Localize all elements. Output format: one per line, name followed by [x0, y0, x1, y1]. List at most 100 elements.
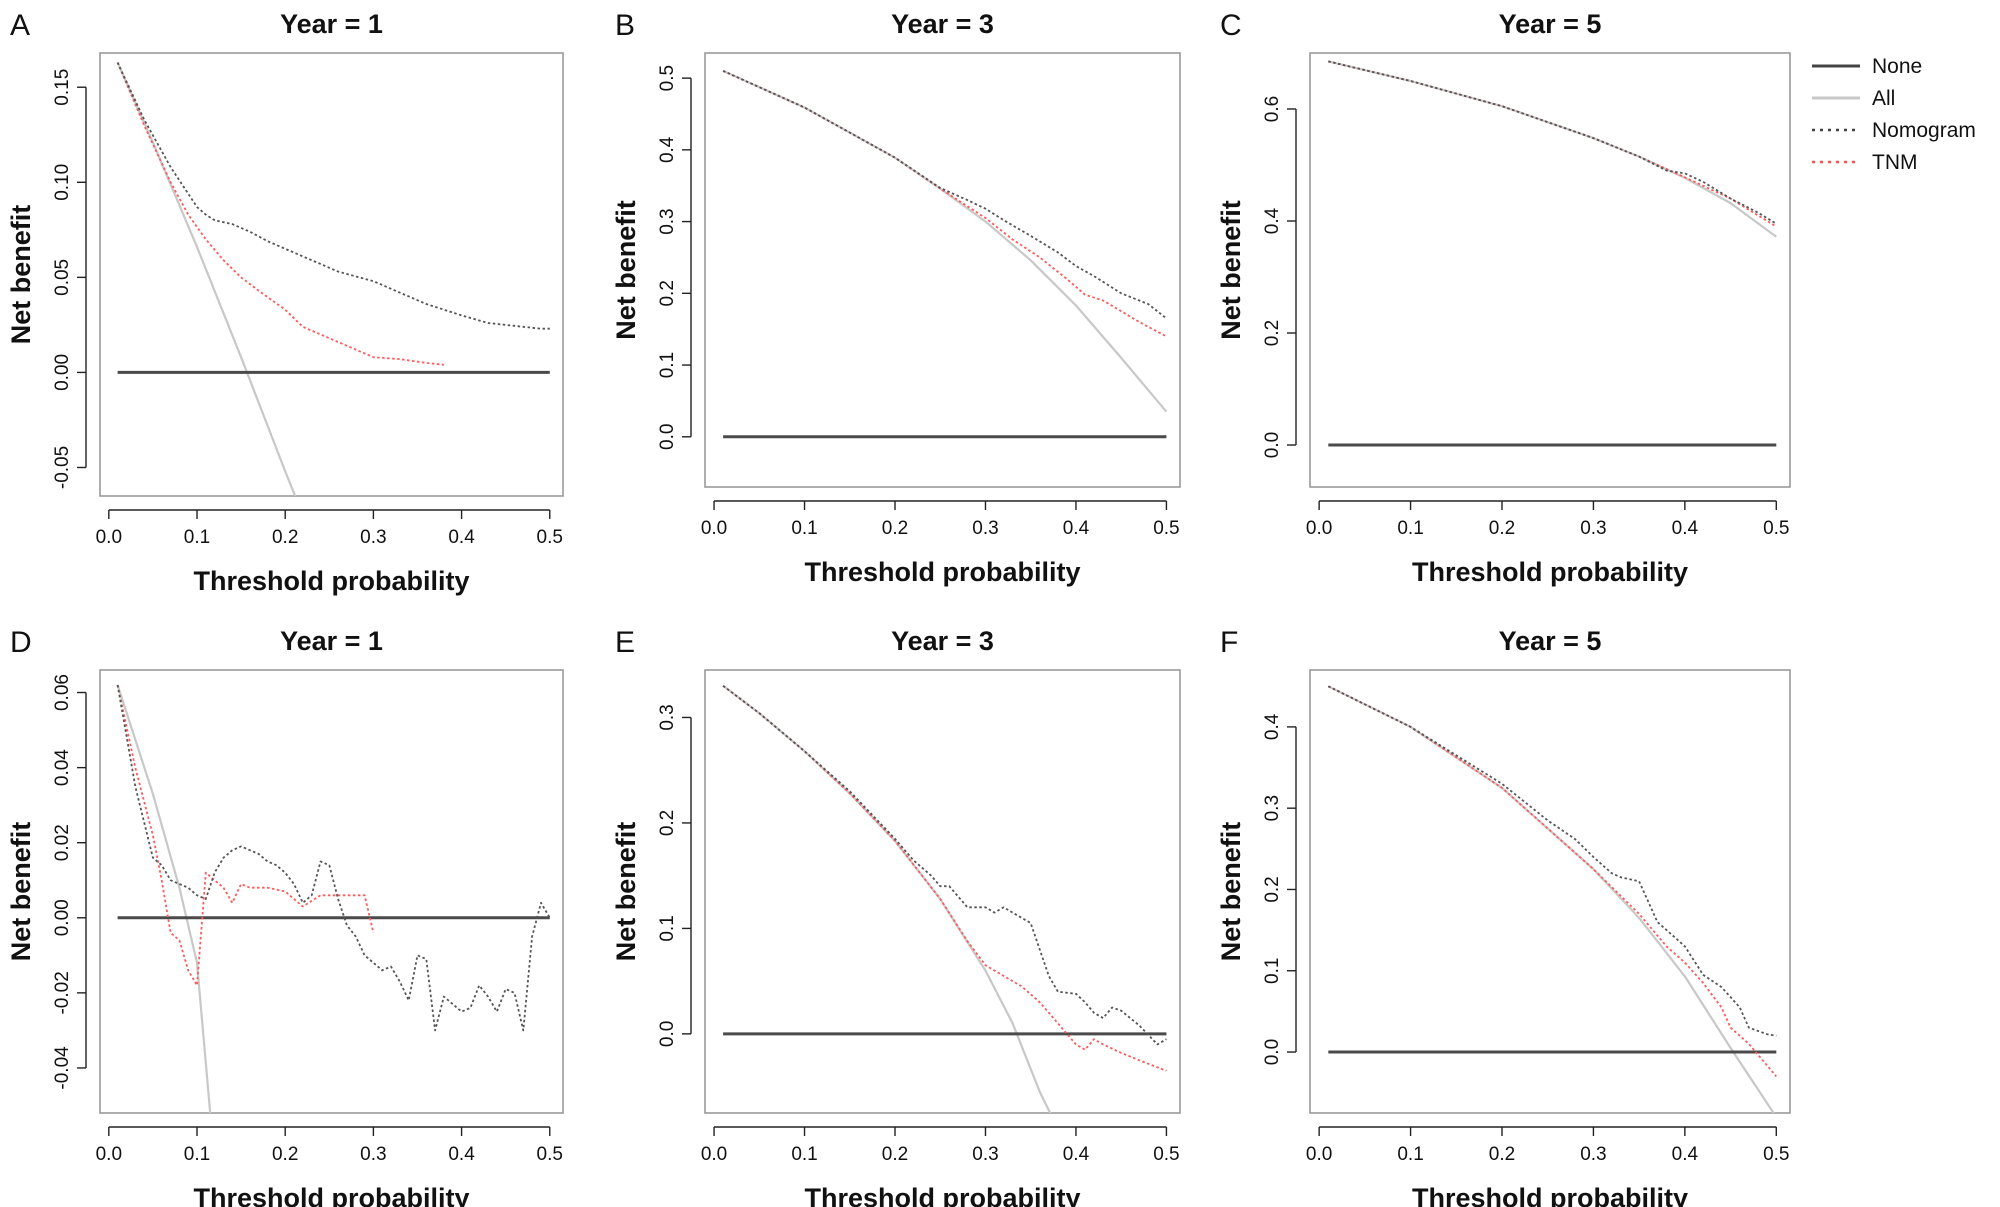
plot-frame [99, 669, 564, 1114]
x-tick-label: 0.1 [791, 1144, 817, 1165]
series-line-all [116, 684, 212, 1113]
y-tick-label: 0.0 [1262, 432, 1283, 458]
series-line-tnm [1328, 60, 1777, 228]
legend-label: Nomogram [1872, 119, 1976, 142]
x-tick-label: 0.3 [360, 527, 386, 548]
legend-item-all: All [1812, 87, 1895, 110]
x-tick-label: 0.4 [448, 1144, 475, 1165]
series-line-all [722, 684, 1052, 1113]
x-tick-label: 0.3 [360, 1144, 386, 1165]
x-tick-label: 0.1 [184, 527, 210, 548]
x-tick-label: 0.0 [1306, 1144, 1332, 1165]
legend: None All Nomogram TNM [1812, 55, 1976, 174]
x-tick-label: 0.5 [1763, 1144, 1789, 1165]
x-tick-label: 0.5 [537, 1144, 563, 1165]
x-tick-label: 0.2 [1489, 518, 1515, 539]
y-tick-label: 0.3 [1262, 795, 1283, 821]
panel-title: Year = 5 [1499, 9, 1602, 39]
x-tick-label: 0.1 [791, 518, 817, 539]
legend-label: All [1872, 87, 1895, 110]
legend-item-none: None [1812, 55, 1922, 78]
panel-letter: D [10, 626, 32, 659]
y-tick-label: -0.04 [52, 1046, 73, 1090]
series-group [722, 69, 1168, 439]
y-tick-label: 0.2 [657, 810, 678, 836]
y-axis-title: Net benefit [1216, 822, 1246, 962]
x-axis-title: Threshold probability [804, 1183, 1080, 1207]
series-group [116, 684, 551, 1113]
legend-label: TNM [1872, 151, 1918, 174]
y-tick-label: 0.3 [657, 208, 678, 234]
plot-frame [1309, 669, 1791, 1114]
series-line-tnm [1327, 685, 1777, 1077]
x-axis-title: Threshold probability [1412, 1183, 1688, 1207]
x-tick-label: 0.3 [1580, 518, 1606, 539]
y-tick-label: 0.2 [657, 280, 678, 306]
x-tick-label: 0.5 [1153, 518, 1179, 539]
panel-title: Year = 1 [280, 9, 383, 39]
y-tick-label: 0.4 [1262, 207, 1283, 234]
y-tick-label: 0.10 [52, 164, 73, 201]
x-tick-label: 0.5 [1153, 1144, 1179, 1165]
y-tick-label: 0.5 [657, 65, 678, 91]
x-tick-label: 0.4 [1672, 518, 1699, 539]
x-tick-label: 0.0 [701, 518, 727, 539]
x-tick-label: 0.3 [1580, 1144, 1606, 1165]
panel-letter: A [10, 9, 30, 42]
y-tick-label: 0.6 [1262, 96, 1283, 122]
panel-title: Year = 5 [1499, 626, 1602, 656]
x-tick-label: 0.1 [1397, 518, 1423, 539]
y-axis-title: Net benefit [6, 205, 36, 345]
y-tick-label: 0.2 [1262, 320, 1283, 346]
x-axis-title: Threshold probability [193, 1183, 469, 1207]
series-group [1328, 60, 1777, 447]
x-tick-label: 0.1 [1397, 1144, 1423, 1165]
series-group [1327, 685, 1777, 1113]
panel-title: Year = 1 [280, 626, 383, 656]
series-line-nomogram [1327, 685, 1777, 1037]
y-axis-title: Net benefit [611, 822, 641, 962]
panel-title: Year = 3 [891, 9, 994, 39]
y-tick-label: 0.4 [1262, 713, 1283, 740]
y-axis-title: Net benefit [6, 822, 36, 962]
y-tick-label: 0.0 [1262, 1039, 1283, 1065]
plot-frame [704, 669, 1181, 1114]
x-tick-label: 0.2 [882, 1144, 908, 1165]
x-tick-label: 0.3 [972, 1144, 998, 1165]
x-tick-label: 0.5 [537, 527, 563, 548]
x-tick-label: 0.2 [882, 518, 908, 539]
x-tick-label: 0.0 [1306, 518, 1332, 539]
y-tick-label: 0.15 [52, 69, 73, 106]
x-tick-label: 0.1 [184, 1144, 210, 1165]
plot-frame [1309, 52, 1791, 488]
x-tick-label: 0.2 [272, 527, 298, 548]
series-line-nomogram [116, 62, 550, 330]
panel-letter: B [615, 9, 635, 42]
plot-frame [704, 52, 1181, 488]
series-line-all [722, 69, 1168, 413]
series-line-tnm [722, 685, 1167, 1072]
y-tick-label: 0.2 [1262, 876, 1283, 902]
y-axis-title: Net benefit [1216, 200, 1246, 340]
legend-item-nomogram: Nomogram [1812, 119, 1976, 142]
panel-a: 0.0 0.1 0.2 0.3 0.4 0.5 -0.05 0.00 0.05 0.10 0.15 T… [6, 9, 564, 596]
series-group [116, 62, 550, 496]
series-line-tnm [722, 70, 1167, 338]
x-tick-label: 0.2 [1489, 1144, 1515, 1165]
y-tick-label: 0.0 [657, 424, 678, 450]
plot-frame [99, 52, 564, 497]
y-tick-label: 0.1 [1262, 958, 1283, 984]
y-tick-label: 0.06 [52, 674, 73, 711]
x-axis-title: Threshold probability [804, 557, 1080, 587]
y-tick-label: 0.04 [52, 749, 73, 786]
legend-item-tnm: TNM [1812, 151, 1918, 174]
y-tick-label: 0.05 [52, 259, 73, 296]
y-tick-label: 0.1 [657, 352, 678, 378]
series-group [722, 684, 1167, 1113]
panel-f: 0.0 0.1 0.2 0.3 0.4 0.5 0.0 0.1 0.2 0.3 0.4 Thresho… [1216, 626, 1791, 1207]
panel-c: 0.0 0.1 0.2 0.3 0.4 0.5 0.0 0.2 0.4 0.6 Threshold … [1216, 9, 1791, 587]
y-tick-label: 0.4 [657, 136, 678, 163]
panel-b: 0.0 0.1 0.2 0.3 0.4 0.5 0.0 0.1 0.2 0.3 0.4 0.5 Thre… [611, 9, 1181, 587]
y-tick-label: -0.02 [52, 971, 73, 1014]
